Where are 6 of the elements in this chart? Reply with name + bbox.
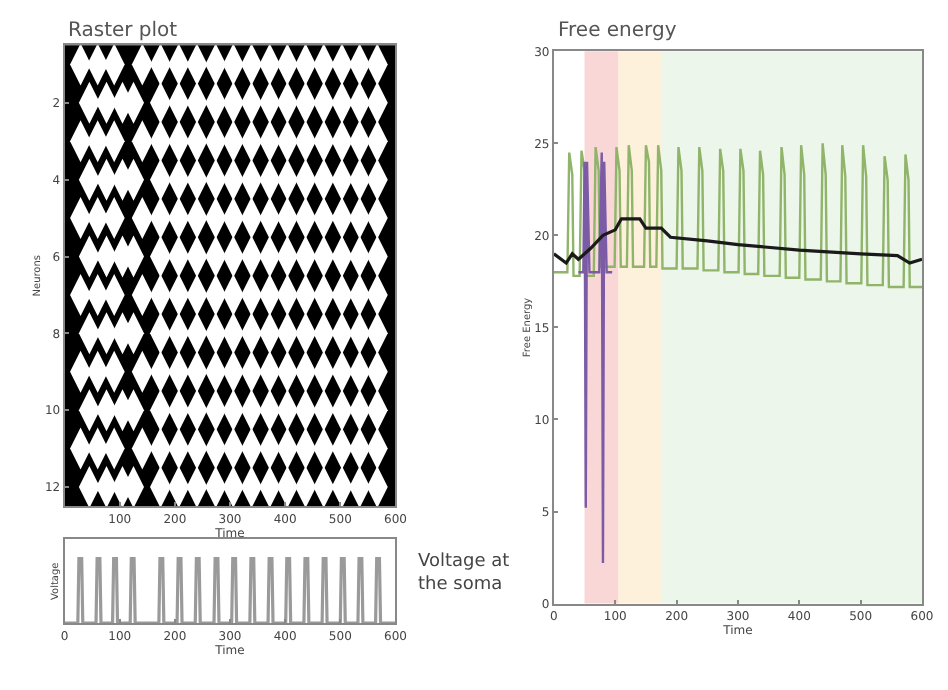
line-series	[553, 217, 923, 265]
chart-title: Raster plot	[68, 20, 178, 42]
chart-title: Free energy	[558, 20, 677, 42]
text: Voltage at the soma	[418, 552, 511, 596]
line-series	[577, 151, 614, 565]
line-series	[553, 142, 923, 289]
